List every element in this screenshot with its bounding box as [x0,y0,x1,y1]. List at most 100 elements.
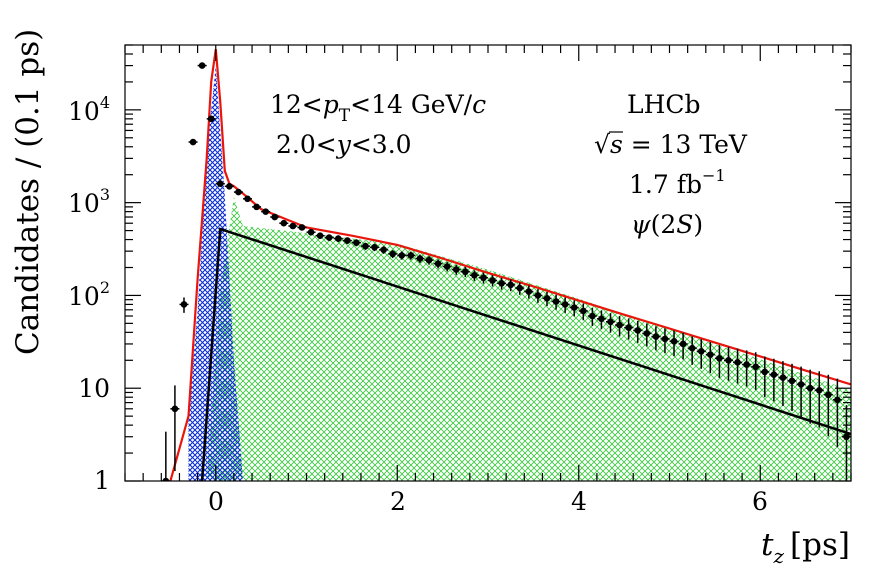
data-point [478,272,488,284]
data-point [433,259,443,269]
data-point [669,330,679,357]
data-point [261,208,271,215]
data-point [406,251,416,260]
data-marker [289,222,297,230]
data-marker [734,359,741,366]
data-marker [625,324,632,331]
y-tick-label: 1 [94,466,110,495]
data-marker [552,298,560,305]
data-point [460,267,470,278]
series-prompt-area [188,65,243,481]
data-marker [752,363,760,371]
data-marker [561,301,569,308]
data-point [424,256,434,265]
data-point [315,232,325,240]
x-tick-label: 2 [390,487,406,516]
data-marker [688,344,696,352]
data-marker [307,228,315,236]
data-marker [543,295,551,302]
data-marker [761,368,769,376]
data-marker [280,219,288,227]
data-point [515,282,525,295]
data-point [787,363,797,412]
data-point [397,251,407,260]
x-tick-label: 6 [752,487,768,516]
data-marker [407,252,415,259]
data-marker [507,281,514,289]
annotation-luminosity: 1.7 fb−1 [629,166,726,199]
data-point [388,250,398,259]
data-marker [362,242,369,250]
data-point [533,289,543,303]
data-point [615,316,625,337]
data-marker [262,208,269,215]
data-marker [434,260,442,267]
data-point [442,262,452,272]
y-tick-label: 103 [68,185,110,218]
data-marker [534,292,542,299]
data-point [687,336,697,365]
data-point [705,342,715,374]
data-point [506,279,516,292]
data-marker [334,235,342,242]
data-point [279,219,289,227]
series-total-fit [169,49,851,481]
data-point [524,285,534,299]
data-marker [834,396,841,404]
data-marker [779,374,787,381]
data-point [651,326,661,351]
data-point [642,323,652,347]
data-marker [298,224,306,231]
data-point [796,366,806,418]
data-marker [216,180,224,188]
y-tick-label: 102 [68,278,110,311]
data-point [360,242,370,250]
data-marker [725,356,732,364]
data-marker [697,347,705,355]
series-from-b-area [206,197,851,481]
data-marker [325,234,333,241]
data-marker [806,384,814,392]
data-marker [743,361,750,368]
data-point [551,294,561,310]
annotation-y-range: 2.0<y<3.0 [276,130,412,159]
data-point [624,318,634,340]
data-point [805,369,815,424]
data-point [342,237,352,245]
data-marker [661,335,669,343]
data-marker [815,386,823,394]
data-marker [180,301,188,308]
data-marker [616,321,623,329]
data-marker [797,381,805,388]
data-marker [207,115,215,123]
data-marker [634,327,642,334]
data-marker [788,377,796,385]
data-point [197,62,207,69]
data-marker [271,213,279,221]
data-point [742,350,752,387]
data-point [306,228,316,236]
annotation-particle: ψ(2S) [631,210,703,239]
data-point [760,356,770,398]
data-marker [371,244,378,251]
x-tick-label: 0 [208,487,224,516]
x-axis-title: tz [ps] [761,527,850,568]
data-point [252,203,262,211]
data-marker [398,252,406,259]
data-point [351,239,361,247]
plot-area [161,49,851,481]
series-from-b-line [200,227,851,481]
data-point [206,115,216,123]
data-point [497,277,507,290]
data-point [660,328,670,354]
data-point [769,358,779,402]
data-marker [598,315,605,323]
data-point [560,297,570,313]
data-marker [253,203,260,211]
data-marker [707,351,714,358]
data-point [823,374,833,437]
data-marker [670,338,678,345]
data-marker [316,232,324,240]
annotation-energy: √s = 13 TeV [594,130,748,159]
